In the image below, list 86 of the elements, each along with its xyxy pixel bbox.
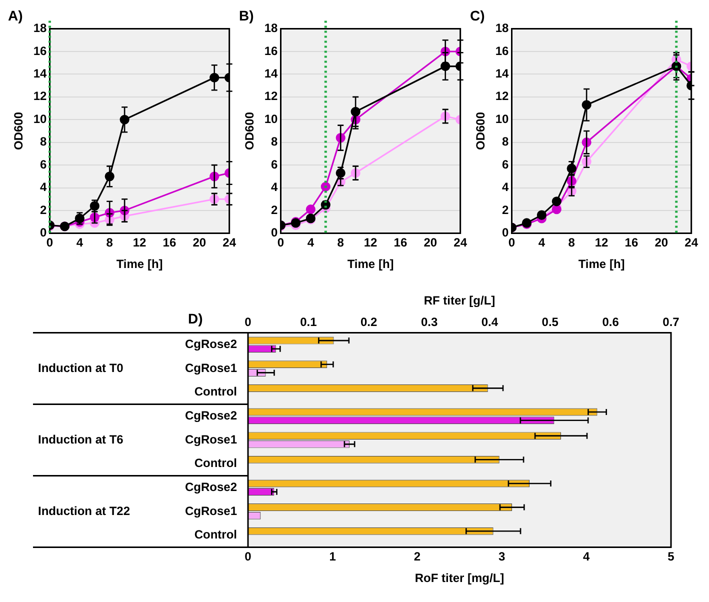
x2-tick-label: 0.2 xyxy=(360,314,378,329)
chart-title: A) xyxy=(8,7,23,24)
x-tick-label: 12 xyxy=(594,236,609,250)
x-tick-label: 24 xyxy=(454,236,468,250)
y-axis-title: OD600 xyxy=(242,112,257,150)
x-tick-label: 1 xyxy=(329,550,336,564)
x2-tick-label: 0.5 xyxy=(542,314,559,329)
x-tick-label: 4 xyxy=(538,236,546,250)
y-tick-label: 10 xyxy=(264,112,278,126)
y-tick-label: 14 xyxy=(495,66,510,81)
y-tick-label: 14 xyxy=(264,66,278,81)
x-tick-label: 20 xyxy=(654,236,668,250)
y-tick-label: 18 xyxy=(33,21,48,36)
y-tick-label: 2 xyxy=(502,202,510,217)
x-axis-title: Time [h] xyxy=(116,257,163,272)
x-tick-label: 20 xyxy=(192,236,206,250)
y-tick-label: 8 xyxy=(271,134,278,149)
y-tick-label: CgRose2 xyxy=(184,337,238,352)
y-tick-label: Control xyxy=(194,528,237,542)
x-tick-label: 3 xyxy=(498,550,506,564)
x-axis-title: Time [h] xyxy=(578,257,625,272)
y-tick-label: 12 xyxy=(495,89,510,104)
y-tick-label: 6 xyxy=(271,157,278,172)
y-tick-label: 12 xyxy=(33,89,48,104)
chart-title: B) xyxy=(239,7,254,24)
y-axis-title: OD600 xyxy=(474,112,488,150)
x-tick-label: 4 xyxy=(76,236,84,250)
y-tick-label: 10 xyxy=(495,112,510,126)
y-tick-label: 2 xyxy=(40,202,48,217)
y-tick-label: CgRose1 xyxy=(184,504,238,518)
y-tick-label: 0 xyxy=(502,226,510,240)
y-tick-label: 4 xyxy=(271,180,278,194)
x-tick-label: 24 xyxy=(684,236,698,250)
x-tick-label: 0 xyxy=(244,550,252,564)
x-tick-label: 5 xyxy=(668,550,675,564)
x-tick-label: 20 xyxy=(424,236,438,250)
x2-tick-label: 0.4 xyxy=(481,314,498,329)
y-tick-label: 16 xyxy=(264,44,278,58)
x-axis-title: RoF titer [mg/L] xyxy=(414,571,504,586)
y-tick-label: 4 xyxy=(40,180,48,194)
y-tick-label: 2 xyxy=(271,202,278,217)
y-tick-label: 18 xyxy=(495,21,510,36)
text: Induction at T0 xyxy=(38,360,124,375)
x-tick-label: 8 xyxy=(337,236,344,250)
y-tick-label: CgRose1 xyxy=(184,432,238,446)
x-tick-label: 4 xyxy=(307,236,314,250)
y-tick-label: 16 xyxy=(495,44,510,58)
chart-title: C) xyxy=(470,7,485,24)
y-tick-label: 12 xyxy=(264,89,278,104)
x-tick-label: 24 xyxy=(222,236,236,250)
x2-tick-label: 0.3 xyxy=(420,314,438,329)
x-tick-label: 8 xyxy=(568,236,576,250)
y-tick-label: 6 xyxy=(40,157,48,172)
x2-tick-label: 0.1 xyxy=(300,314,318,329)
y-tick-label: 10 xyxy=(33,112,48,126)
x-tick-label: 16 xyxy=(624,236,638,250)
y-tick-label: 8 xyxy=(502,134,510,149)
y-tick-label: 14 xyxy=(33,66,48,81)
y-tick-label: 4 xyxy=(502,180,510,194)
y-axis-title: OD600 xyxy=(12,112,26,150)
y-tick-label: Control xyxy=(194,384,237,399)
y-tick-label: CgRose1 xyxy=(184,360,238,375)
x-tick-label: 8 xyxy=(106,236,114,250)
text: Induction at T6 xyxy=(38,432,124,446)
x-axis-title: Time [h] xyxy=(347,257,394,272)
y-tick-label: 18 xyxy=(264,21,278,36)
x2-axis-title: RF titer [g/L] xyxy=(424,294,496,308)
x-tick-label: 2 xyxy=(414,550,421,564)
x-tick-label: 12 xyxy=(132,236,147,250)
y-tick-label: 0 xyxy=(271,226,278,240)
y-tick-label: 0 xyxy=(40,226,48,240)
y-tick-label: CgRose2 xyxy=(184,408,238,422)
x-tick-label: 16 xyxy=(394,236,408,250)
x-tick-label: 16 xyxy=(162,236,176,250)
x2-tick-label: 0.6 xyxy=(602,314,620,329)
x2-tick-label: 0.7 xyxy=(662,314,680,329)
y-tick-label: 8 xyxy=(40,134,48,149)
x-tick-label: 4 xyxy=(583,550,590,564)
x2-tick-label: 0 xyxy=(244,314,252,329)
text: Induction at T22 xyxy=(38,504,130,518)
y-tick-label: Control xyxy=(194,456,237,470)
chart-title: D) xyxy=(188,310,203,327)
y-tick-label: 16 xyxy=(33,44,48,58)
x-tick-label: 12 xyxy=(364,236,378,250)
y-tick-label: 6 xyxy=(502,157,510,172)
y-tick-label: CgRose2 xyxy=(184,480,238,494)
